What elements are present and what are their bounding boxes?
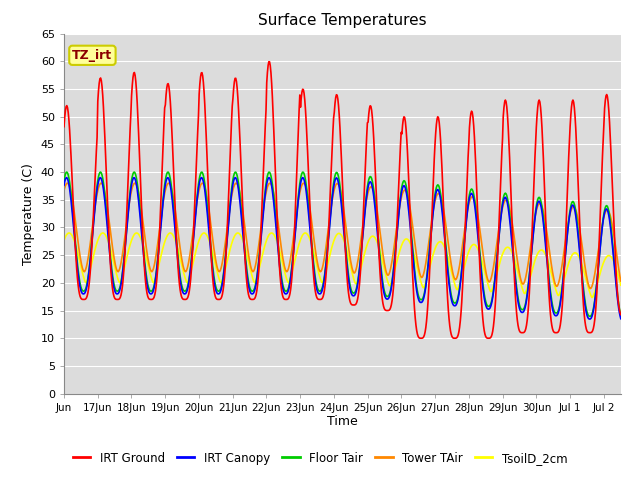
Title: Surface Temperatures: Surface Temperatures: [258, 13, 427, 28]
Text: TZ_irt: TZ_irt: [72, 49, 113, 62]
Legend: IRT Ground, IRT Canopy, Floor Tair, Tower TAir, TsoilD_2cm: IRT Ground, IRT Canopy, Floor Tair, Towe…: [68, 447, 572, 469]
X-axis label: Time: Time: [327, 415, 358, 429]
Y-axis label: Temperature (C): Temperature (C): [22, 163, 35, 264]
